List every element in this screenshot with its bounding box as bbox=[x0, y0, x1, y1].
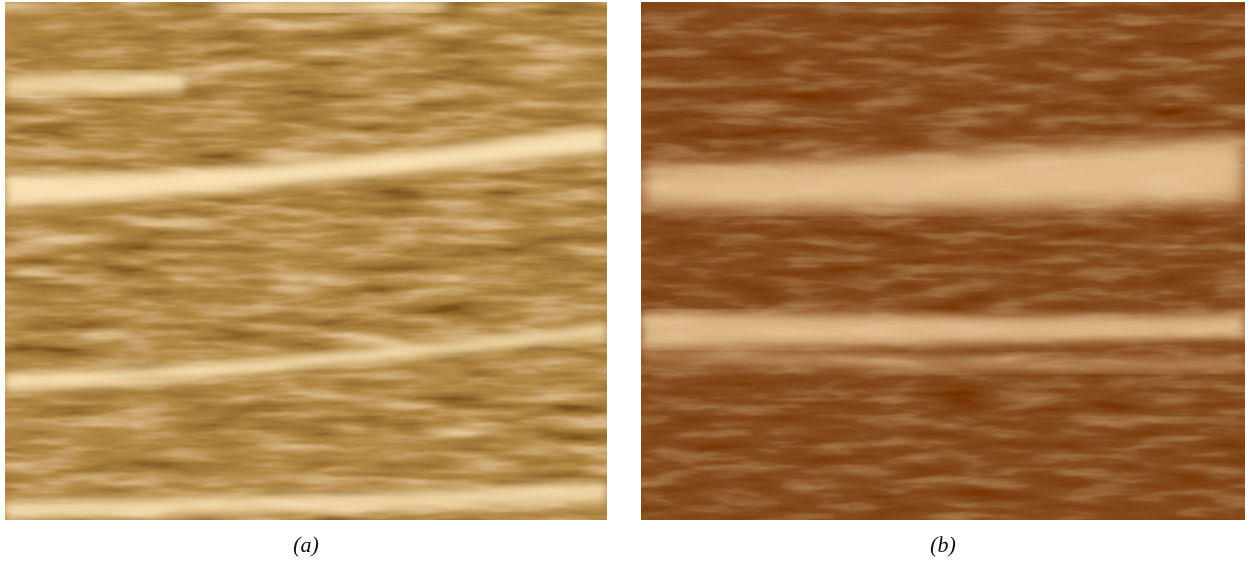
image-panel-a bbox=[5, 2, 607, 520]
caption: (b) bbox=[930, 532, 956, 557]
image-panel-b bbox=[641, 2, 1245, 520]
image-texture bbox=[641, 2, 1245, 520]
bright-bands bbox=[5, 2, 607, 520]
caption: (a) bbox=[293, 532, 319, 557]
bright-bands bbox=[641, 137, 1245, 372]
